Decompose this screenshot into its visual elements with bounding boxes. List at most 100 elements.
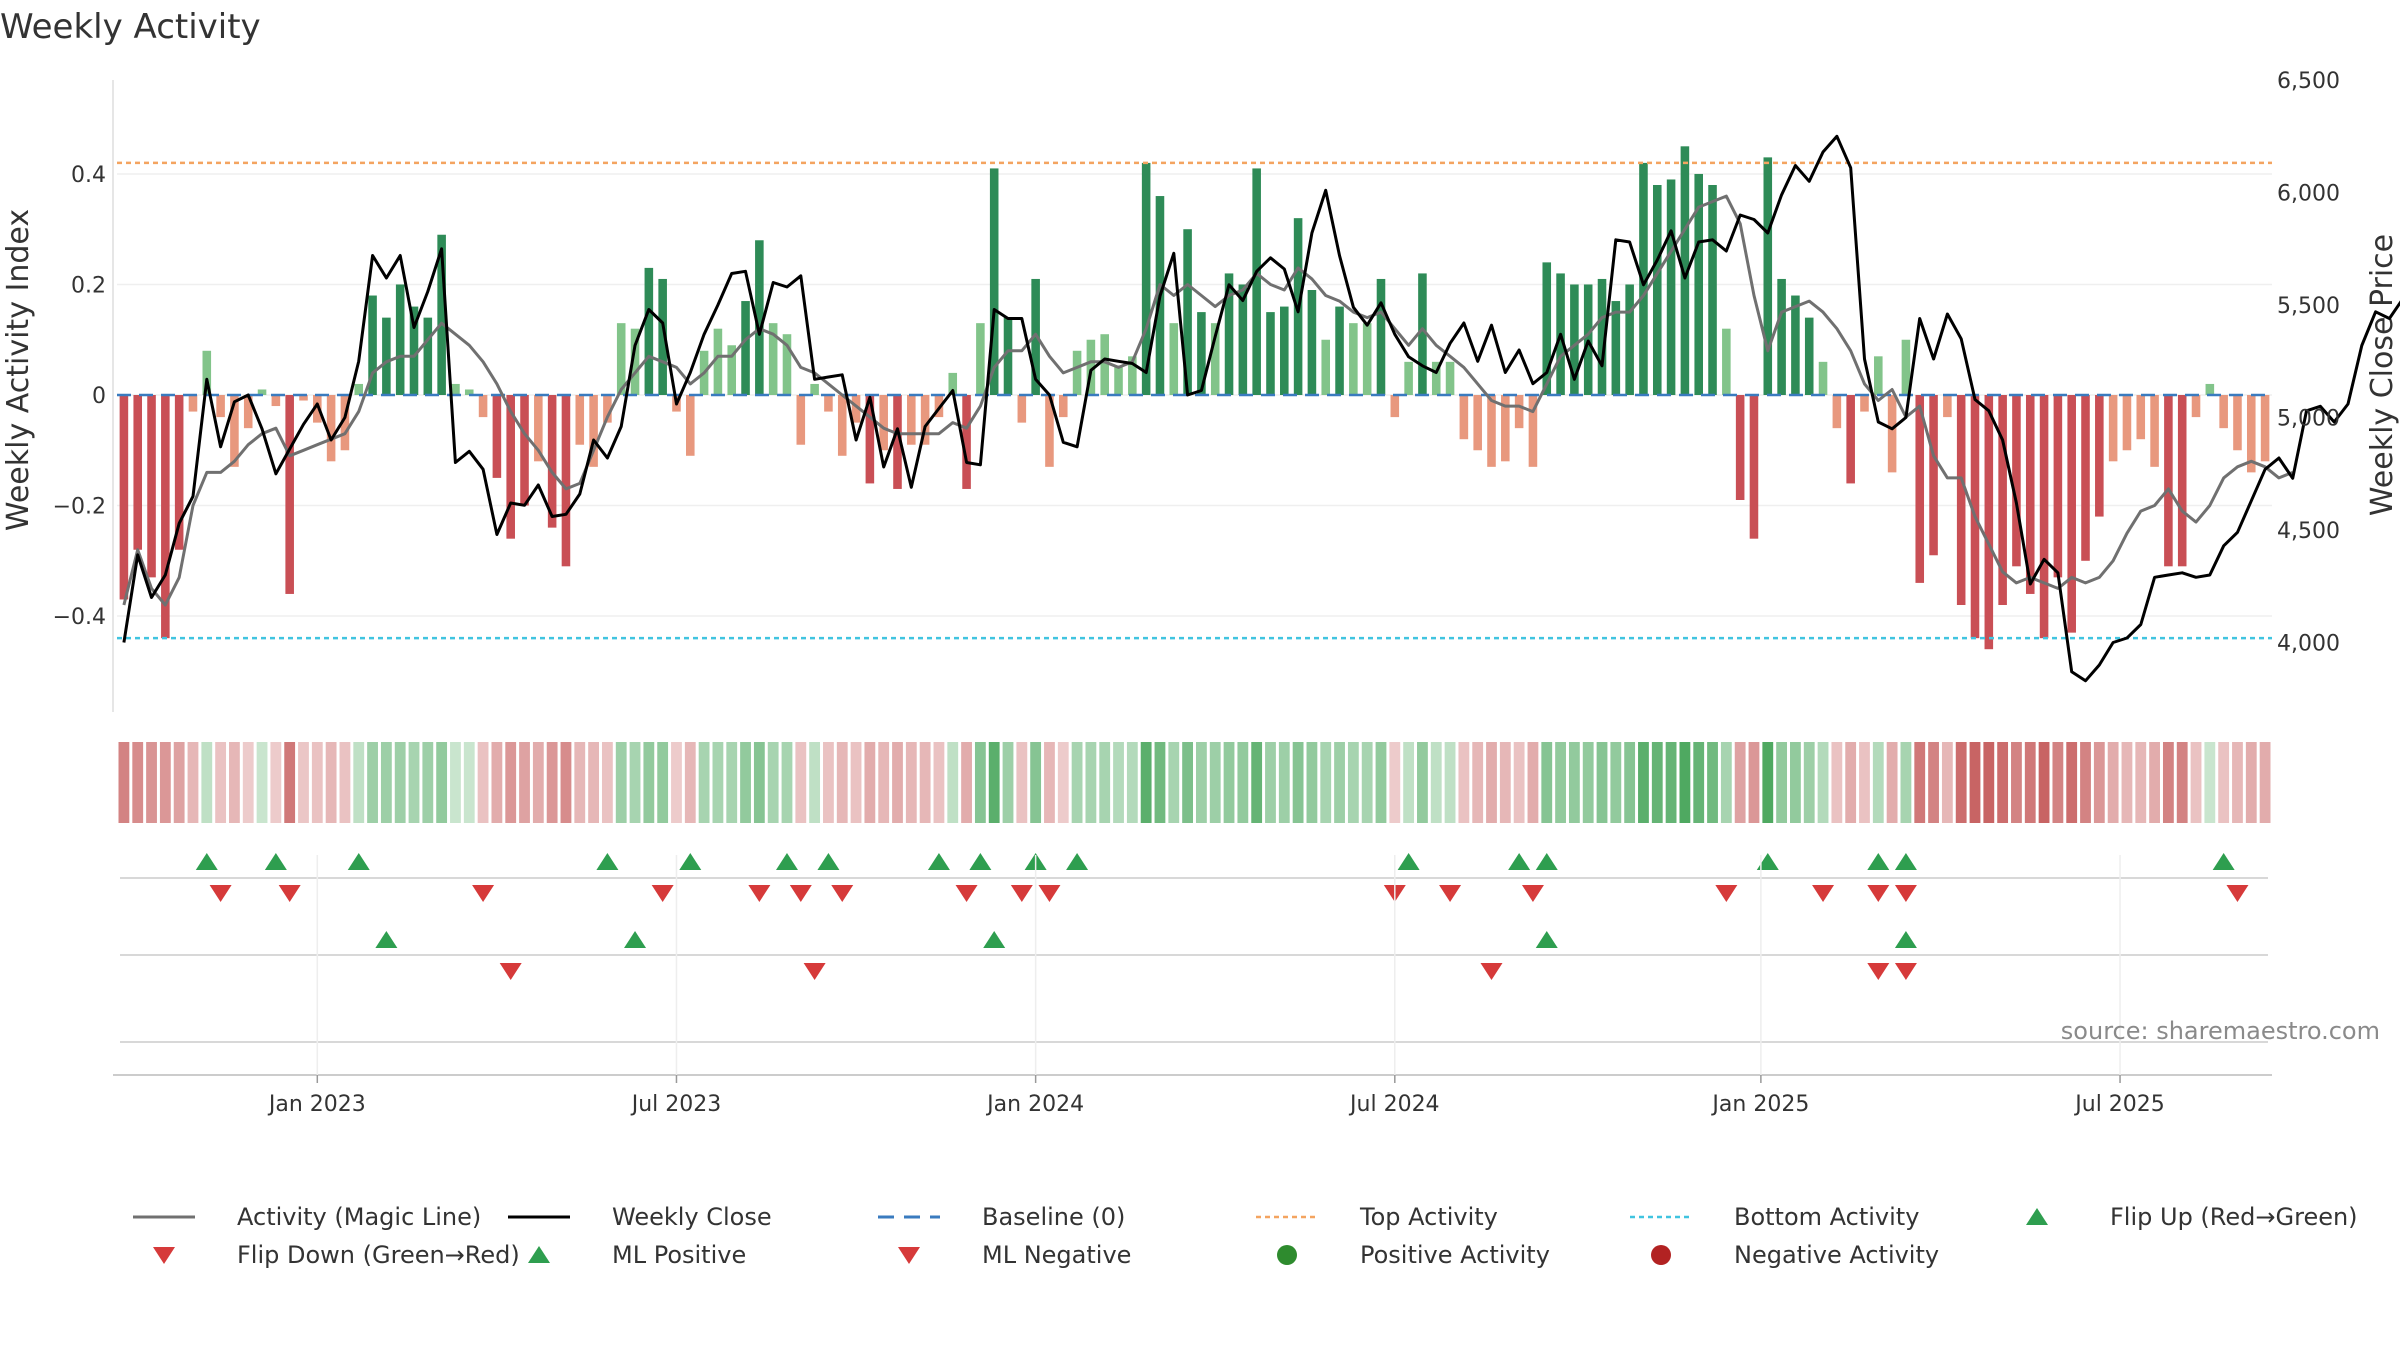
strip-cell [726,742,738,823]
strip-cell [1154,742,1166,823]
strip-cell [1361,742,1373,823]
strip-cell [546,742,558,823]
activity-bar [1915,395,1925,583]
strip-cell [1914,742,1926,823]
strip-cell [1196,742,1207,823]
activity-bar [1086,339,1096,395]
activity-bar [354,383,364,395]
legend-label: Negative Activity [1734,1241,1939,1269]
flip-down-marker [1812,885,1835,902]
strip-cell [242,742,254,823]
ml-positive-marker [1535,931,1558,948]
activity-bar [851,395,861,423]
flip-down-marker [955,885,978,902]
strip-cell [1734,742,1746,823]
strip-cell [947,742,959,823]
ml-negative-marker [499,963,522,980]
activity-bar [768,323,778,395]
strip-cell [1790,742,1801,823]
activity-bar [1418,273,1427,395]
right-tick-label: 6,000 [2277,182,2340,207]
activity-bar [147,395,156,578]
flip-up-marker [927,853,950,870]
strip-cell [1499,742,1511,823]
strip-cell [1140,742,1152,823]
activity-bar [451,383,460,395]
activity-bar [243,395,253,429]
strip-cell [187,742,199,823]
activity-bar [727,345,737,395]
x-tick-label: Jul 2025 [2073,1092,2165,1117]
legend-item-close: Weekly Close [508,1203,772,1231]
activity-bar [1238,284,1248,395]
strip-cell [933,742,945,823]
activity-bar [313,395,322,423]
left-tick-label: −0.4 [53,605,106,630]
flip-up-marker [1066,853,1089,870]
strip-cell [698,742,710,823]
legend-label: Positive Activity [1360,1241,1550,1269]
strip-cell [118,742,130,823]
strip-cell [850,742,862,823]
activity-heat-strip [118,742,2271,823]
strip-cell [2011,742,2022,823]
strip-cell [1555,742,1566,823]
legend-label: ML Negative [982,1241,1131,1269]
flip-up-marker [1397,853,1420,870]
activity-bar [976,323,985,395]
chart-title: Weekly Activity [0,7,261,47]
strip-cell [229,742,240,823]
activity-bar [1376,278,1386,395]
activity-bar [1763,157,1773,395]
flip-down-marker [831,885,854,902]
strip-cell [1638,742,1649,823]
strip-cell [892,742,903,823]
activity-bar [589,395,598,467]
strip-cell [380,742,392,823]
strip-cell [1057,742,1069,823]
activity-bar [755,240,764,395]
strip-cell [256,742,268,823]
activity-bar [1542,262,1552,395]
legend-item-neg_dot: Negative Activity [1651,1241,1939,1269]
activity-bar [1666,179,1676,395]
strip-cell [270,742,282,823]
strip-cell [1320,742,1332,823]
legend-item-bottom: Bottom Activity [1630,1203,1919,1231]
strip-cell [753,742,765,823]
activity-bar [1349,323,1358,395]
activity-bar [1929,395,1938,556]
activity-bar [1694,173,1703,395]
strip-cell [1541,742,1553,823]
flip-up-marker [347,853,370,870]
flip-down-marker [1439,885,1462,902]
flip-up-marker [969,853,992,870]
activity-bar [1874,356,1883,395]
strip-cell [1748,742,1760,823]
activity-bar [202,350,212,395]
strip-cell [367,742,378,823]
activity-bar [299,395,308,401]
legend-item-ml_neg: ML Negative [898,1241,1131,1269]
strip-cell [919,742,931,823]
activity-bar [1045,395,1054,467]
activity-bar [1362,323,1372,395]
activity-bar [2260,395,2270,462]
right-axis-label: Weekly Close Price [2365,234,2400,516]
strip-cell [767,742,779,823]
strip-cell [1955,742,1967,823]
activity-bar [1818,361,1828,395]
strip-cell [560,742,572,823]
strip-cell [463,742,475,823]
activity-bar [575,395,585,445]
activity-bar [962,395,971,489]
activity-bar [603,395,612,423]
strip-cell [1624,742,1636,823]
right-tick-label: 4,500 [2277,519,2340,544]
strip-cell [284,742,296,823]
activity-bar [2095,395,2104,517]
strip-cell [657,742,669,823]
activity-bar [616,323,626,395]
